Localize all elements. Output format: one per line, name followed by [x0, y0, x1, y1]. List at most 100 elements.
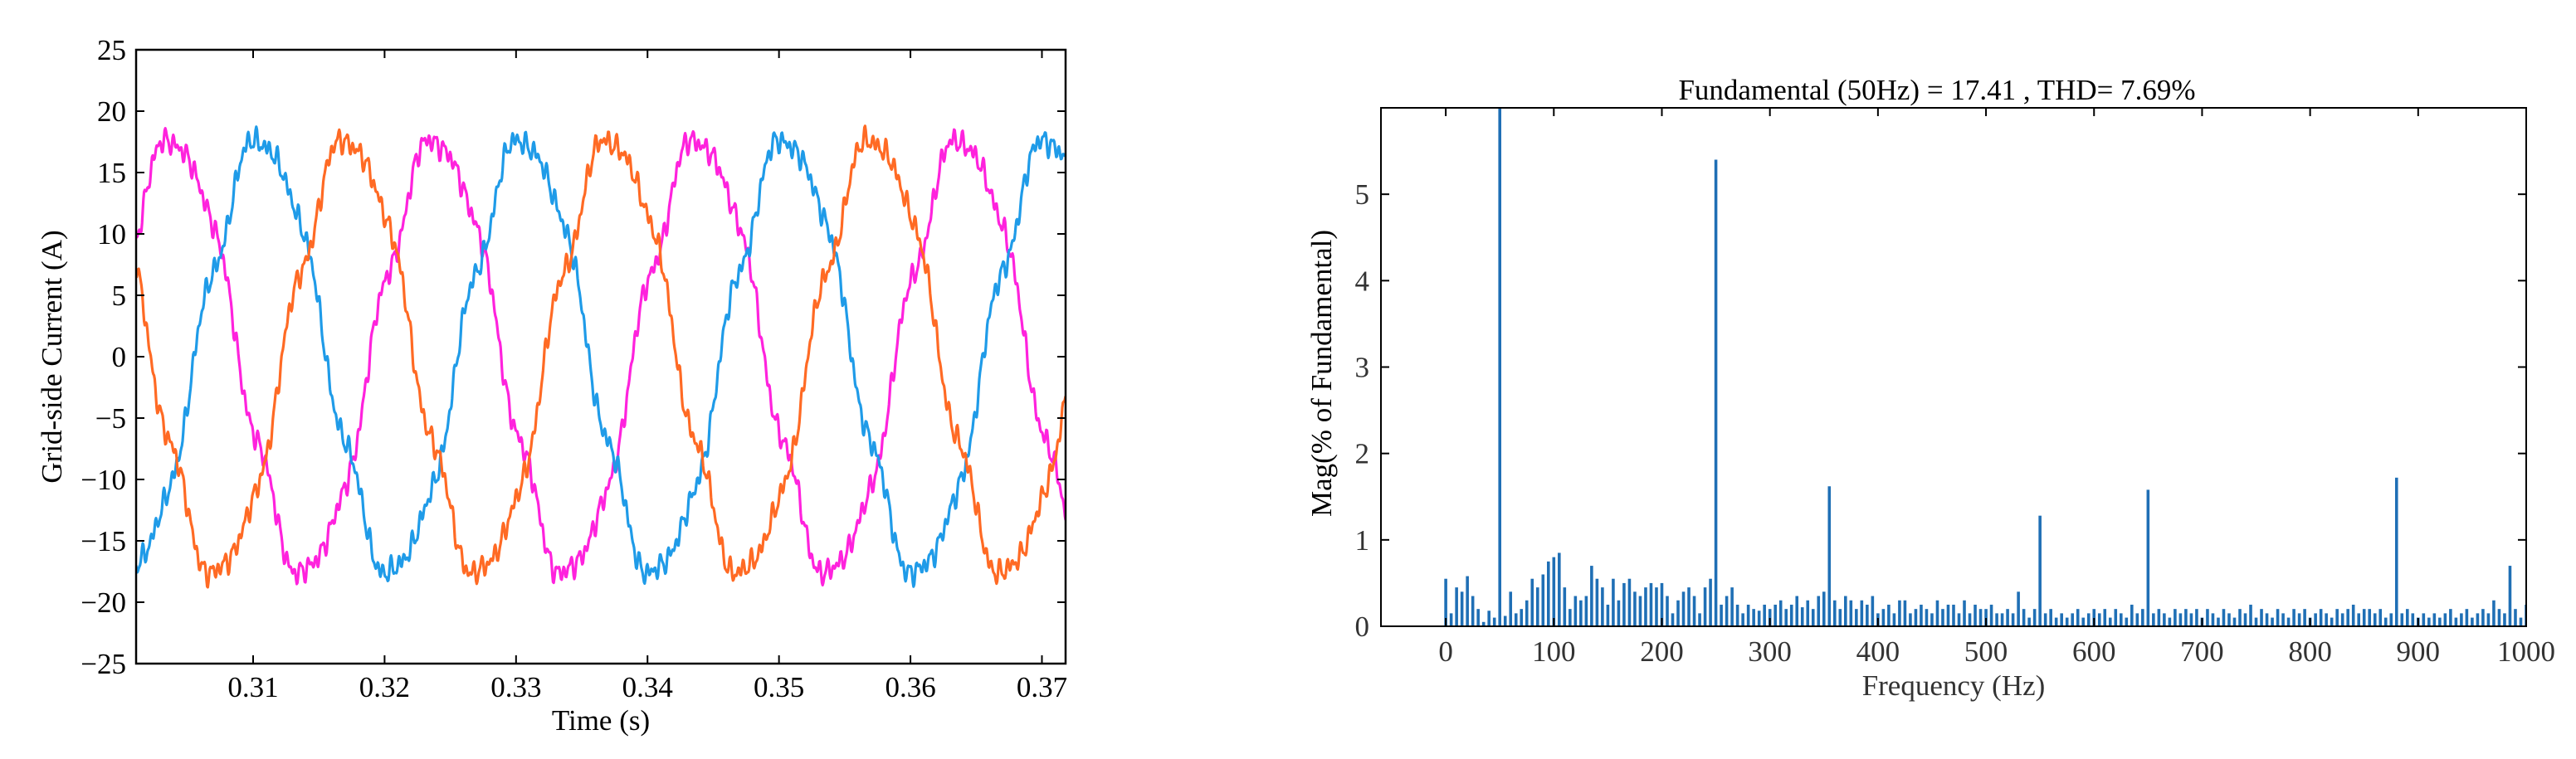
fft-y-tick-label: 1: [1355, 524, 1370, 557]
fft-bar: [2325, 613, 2328, 626]
fft-bar: [2054, 617, 2058, 626]
fft-bar: [2103, 609, 2107, 626]
fft-bar: [1471, 596, 1475, 626]
fft-bar: [1520, 609, 1524, 626]
fft-bar: [1703, 587, 1707, 626]
grid-current-y-tick-label: −25: [80, 648, 126, 680]
fft-bar: [2492, 600, 2496, 626]
fft-bar: [1784, 609, 1788, 626]
fft-bar: [1811, 609, 1815, 626]
grid-current-series-line: [136, 127, 1066, 586]
fft-bar: [2497, 609, 2501, 626]
fft-bar: [2406, 609, 2409, 626]
fft-bar: [2422, 613, 2426, 626]
fft-bar: [2552, 613, 2555, 626]
fft-bar: [2292, 609, 2295, 626]
fft-bar: [1541, 574, 1545, 626]
fft-y-tick-label: 3: [1355, 352, 1370, 384]
fft-bar: [2362, 609, 2366, 626]
fft-bar: [2373, 613, 2377, 626]
fft-bar: [1714, 159, 1718, 626]
fft-bar: [2427, 617, 2431, 626]
grid-current-y-tick-label: 25: [97, 34, 126, 66]
fft-bar: [1838, 609, 1842, 626]
fft-bar: [2503, 613, 2506, 626]
fft-bar: [1666, 596, 1669, 626]
fft-bar: [2260, 609, 2263, 626]
fft-bar: [1579, 600, 1583, 626]
fft-bar: [1503, 615, 1507, 626]
fft-bar: [2297, 613, 2301, 626]
fft-bar: [2411, 613, 2415, 626]
grid-current-y-tick-label: 5: [112, 280, 127, 312]
fft-bar: [1644, 587, 1647, 626]
fft-bar: [2243, 613, 2247, 626]
fft-bar: [1946, 604, 1950, 626]
fft-bar: [2032, 609, 2037, 626]
fft-bar: [2163, 613, 2166, 626]
fft-bar: [2238, 609, 2242, 626]
fft-bar: [1773, 604, 1777, 626]
fft-bar: [1914, 609, 1918, 626]
fft-x-tick-label: 600: [2072, 635, 2116, 668]
grid-current-series-line: [136, 125, 1066, 588]
grid-current-x-tick-label: 0.36: [885, 671, 935, 703]
fft-bar: [1476, 609, 1480, 626]
fft-bar: [1606, 604, 1610, 626]
fft-bar: [1746, 604, 1750, 626]
grid-current-y-tick-label: 15: [97, 157, 126, 189]
fft-x-tick-label: 500: [1964, 635, 2008, 668]
fft-bar: [2222, 609, 2226, 626]
fft-x-ticks: 0 100 200 300 400 500 600 700 800 900 1000: [1438, 108, 2555, 668]
fft-x-tick-label: 0: [1438, 635, 1453, 668]
fft-bar: [2227, 613, 2231, 626]
fft-bar: [1741, 613, 1744, 626]
fft-bar: [1617, 600, 1621, 626]
fft-bar: [1795, 596, 1799, 626]
fft-y-tick-label: 0: [1355, 611, 1370, 643]
fft-bar: [2114, 609, 2118, 626]
fft-bar: [2135, 613, 2139, 626]
fft-bar: [1898, 600, 1901, 626]
fft-bar: [2443, 613, 2447, 626]
fft-bar: [2217, 617, 2220, 626]
fft-bar: [2017, 591, 2020, 626]
fft-bar: [2530, 613, 2534, 626]
fft-bar: [2184, 609, 2188, 626]
fft-x-tick-label: 400: [1856, 635, 1900, 668]
fft-bar: [1627, 578, 1632, 626]
fft-bar: [2481, 609, 2485, 626]
fft-bar: [2232, 617, 2237, 626]
fft-bar: [2563, 613, 2566, 626]
fft-bar: [1827, 486, 1832, 626]
fft-bar: [2454, 617, 2458, 626]
fft-bar: [2286, 617, 2291, 626]
fft-bar: [2081, 617, 2086, 626]
fft-y-tick-label: 4: [1355, 265, 1370, 297]
fft-bar: [1547, 561, 1550, 626]
fft-bar: [1558, 552, 1561, 626]
fft-bar: [1514, 613, 1518, 626]
grid-current-y-tick-label: −20: [80, 586, 126, 619]
fft-bar: [2303, 609, 2306, 626]
fft-bar: [1530, 578, 1534, 626]
fft-bar: [2471, 617, 2474, 626]
fft-bar: [1757, 611, 1761, 626]
fft-bar: [2254, 617, 2258, 626]
fft-bar: [2400, 613, 2404, 626]
fft-bar: [1638, 596, 1642, 626]
fft-y-tick-label: 2: [1355, 438, 1370, 470]
fft-bar: [2271, 617, 2274, 626]
fft-bar: [1989, 604, 1993, 626]
fft-bar: [2152, 613, 2155, 626]
fft-bar: [1487, 611, 1490, 626]
fft-bar: [1552, 557, 1556, 626]
fft-x-axis-label: Frequency (Hz): [1862, 669, 2046, 702]
fft-bar: [2276, 609, 2280, 626]
fft-bar: [1595, 578, 1599, 626]
fft-bar: [1709, 578, 1712, 626]
fft-bar: [2460, 613, 2463, 626]
fft-bar: [2249, 604, 2252, 626]
fft-bar: [1633, 591, 1637, 626]
fft-bar: [1725, 596, 1729, 626]
